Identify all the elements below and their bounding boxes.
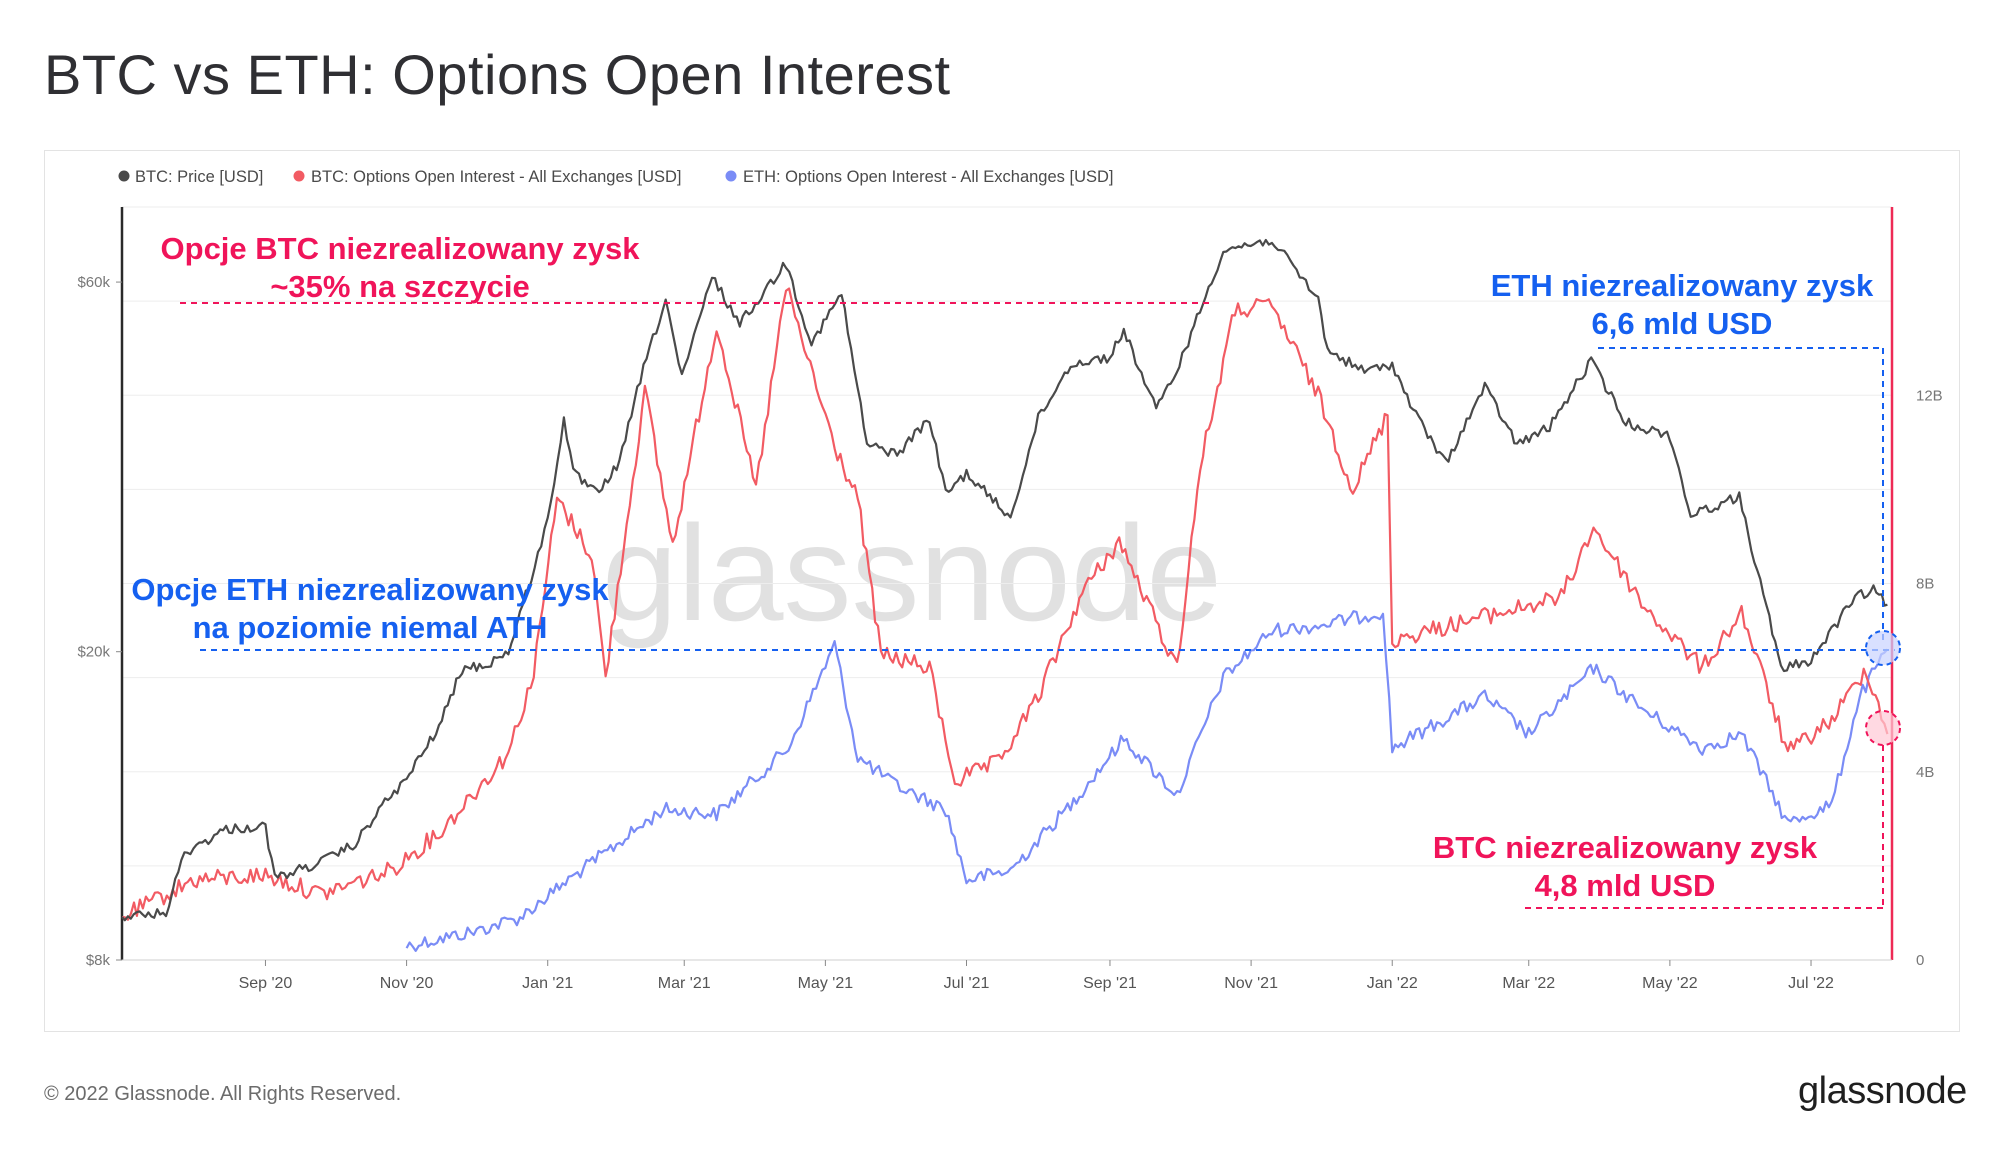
annotation-btc-now-2: 4,8 mld USD bbox=[1535, 868, 1716, 903]
x-tick-label: May '22 bbox=[1642, 975, 1698, 992]
right-tick-label: 12B bbox=[1916, 387, 1943, 404]
x-tick-label: Sep '21 bbox=[1083, 975, 1137, 992]
right-tick-label: 0 bbox=[1916, 952, 1924, 969]
annotation-eth-ath-1: Opcje ETH niezrealizowany zysk bbox=[131, 572, 609, 607]
left-tick-label: $60k bbox=[77, 274, 110, 291]
x-tick-label: Jan '22 bbox=[1367, 975, 1418, 992]
x-tick-label: Sep '20 bbox=[239, 975, 293, 992]
x-tick-label: Jul '21 bbox=[944, 975, 990, 992]
copyright-text: © 2022 Glassnode. All Rights Reserved. bbox=[44, 1083, 402, 1105]
series-layer bbox=[121, 238, 1889, 952]
legend: BTC: Price [USD] BTC: Options Open Inter… bbox=[118, 168, 1114, 186]
chart-frame bbox=[44, 150, 1960, 1032]
legend-btc-price: BTC: Price [USD] bbox=[135, 168, 263, 186]
eth-options-oi-line bbox=[405, 610, 1889, 952]
right-tick-label: 8B bbox=[1916, 576, 1934, 593]
left-tick-label: $20k bbox=[77, 644, 110, 661]
x-tick-label: Mar '21 bbox=[658, 975, 711, 992]
page-title: BTC vs ETH: Options Open Interest bbox=[44, 43, 951, 106]
x-tick-label: Jul '22 bbox=[1788, 975, 1834, 992]
annotation-btc-peak-2: ~35% na szczycie bbox=[270, 269, 529, 304]
annotation-eth-ath-2: na poziomie niemal ATH bbox=[193, 610, 548, 645]
x-tick-label: Nov '21 bbox=[1224, 975, 1278, 992]
annotation-btc-now-1: BTC niezrealizowany zysk bbox=[1433, 830, 1818, 865]
legend-eth-oi: ETH: Options Open Interest - All Exchang… bbox=[743, 168, 1114, 186]
legend-btc-oi: BTC: Options Open Interest - All Exchang… bbox=[311, 168, 682, 186]
right-tick-label: 4B bbox=[1916, 764, 1934, 781]
btc-options-oi-line bbox=[121, 287, 1889, 921]
legend-dot-eth-oi bbox=[725, 170, 737, 182]
x-axis-ticks: Sep '20 Nov '20 Jan '21 Mar '21 May '21 Jul '… bbox=[239, 960, 1834, 992]
x-tick-label: Jan '21 bbox=[522, 975, 573, 992]
glassnode-logo: glassnode bbox=[1798, 1070, 1967, 1112]
watermark: glassnode bbox=[602, 497, 1222, 649]
eth-end-marker bbox=[1865, 630, 1901, 666]
annotation-eth-now-1: ETH niezrealizowany zysk bbox=[1491, 268, 1874, 303]
btc-price-line bbox=[121, 238, 1888, 922]
legend-dot-btc-price bbox=[118, 170, 130, 182]
annotation-eth-now-2: 6,6 mld USD bbox=[1592, 306, 1773, 341]
x-tick-label: Nov '20 bbox=[380, 975, 434, 992]
left-axis-ticks: $8k $20k $60k bbox=[77, 274, 122, 969]
right-axis-ticks: 0 4B 8B 12B bbox=[1916, 387, 1943, 969]
left-tick-label: $8k bbox=[86, 952, 111, 969]
btc-end-marker bbox=[1865, 710, 1901, 746]
x-tick-label: May '21 bbox=[798, 975, 854, 992]
annotation-btc-peak-1: Opcje BTC niezrealizowany zysk bbox=[161, 231, 641, 266]
x-tick-label: Mar '22 bbox=[1502, 975, 1555, 992]
legend-dot-btc-oi bbox=[293, 170, 305, 182]
